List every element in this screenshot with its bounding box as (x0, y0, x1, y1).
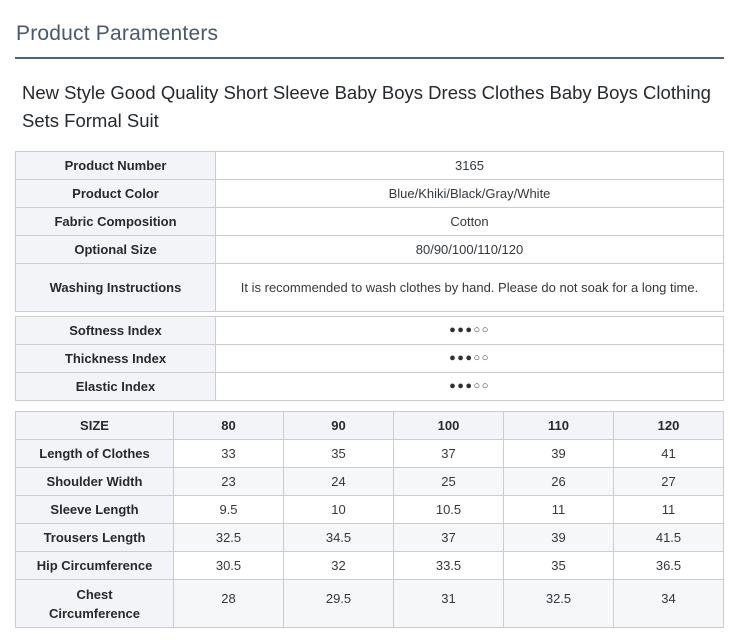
measure-value: 33.5 (393, 551, 504, 580)
param-value: It is recommended to wash clothes by han… (215, 263, 724, 312)
measure-value: 11 (613, 495, 724, 524)
measure-value: 36.5 (613, 551, 724, 580)
table-row: Chest Circumference 28 29.5 31 32.5 34 (15, 579, 724, 628)
measure-value: 34 (613, 579, 724, 628)
rating-dots: ●●●○○ (215, 372, 724, 401)
measure-value: 9.5 (173, 495, 284, 524)
index-table: Softness Index ●●●○○ Thickness Index ●●●… (15, 316, 724, 401)
measure-value: 35 (283, 439, 394, 468)
measure-value: 31 (393, 579, 504, 628)
measure-value: 26 (503, 467, 614, 496)
measure-value: 28 (173, 579, 284, 628)
measure-label: Trousers Length (15, 523, 174, 552)
measure-value: 32 (283, 551, 394, 580)
measure-label: Sleeve Length (15, 495, 174, 524)
param-value: Blue/Khiki/Black/Gray/White (215, 179, 724, 208)
product-title: New Style Good Quality Short Sleeve Baby… (22, 82, 711, 131)
table-row: Fabric Composition Cotton (15, 207, 724, 236)
param-label: Product Number (15, 151, 216, 180)
measure-label: Hip Circumference (15, 551, 174, 580)
measure-label: Chest Circumference (15, 579, 174, 628)
param-value: 3165 (215, 151, 724, 180)
param-value: 80/90/100/110/120 (215, 235, 724, 264)
index-label: Elastic Index (15, 372, 216, 401)
param-label: Optional Size (15, 235, 216, 264)
measure-value: 39 (503, 439, 614, 468)
measure-value: 37 (393, 523, 504, 552)
table-row: Sleeve Length 9.5 10 10.5 11 11 (15, 495, 724, 524)
size-table: SIZE 80 90 100 110 120 Length of Clothes… (15, 411, 724, 628)
rating-dots: ●●●○○ (215, 316, 724, 345)
table-row: Length of Clothes 33 35 37 39 41 (15, 439, 724, 468)
table-row: Elastic Index ●●●○○ (15, 372, 724, 401)
table-row: Shoulder Width 23 24 25 26 27 (15, 467, 724, 496)
size-header-cell: 100 (393, 411, 504, 440)
measure-value: 41 (613, 439, 724, 468)
measure-value: 10.5 (393, 495, 504, 524)
table-row: Hip Circumference 30.5 32 33.5 35 36.5 (15, 551, 724, 580)
measure-value: 41.5 (613, 523, 724, 552)
measure-value: 32.5 (503, 579, 614, 628)
measure-value: 37 (393, 439, 504, 468)
table-row: Product Color Blue/Khiki/Black/Gray/Whit… (15, 179, 724, 208)
param-label: Fabric Composition (15, 207, 216, 236)
measure-value: 29.5 (283, 579, 394, 628)
size-header-cell: 120 (613, 411, 724, 440)
measure-value: 35 (503, 551, 614, 580)
size-header-cell: 80 (173, 411, 284, 440)
measure-label-text: Chest Circumference (48, 586, 141, 621)
measure-value: 11 (503, 495, 614, 524)
measure-value: 10 (283, 495, 394, 524)
index-label: Softness Index (15, 316, 216, 345)
measure-label: Shoulder Width (15, 467, 174, 496)
rating-dots: ●●●○○ (215, 344, 724, 373)
size-header-cell: SIZE (15, 411, 174, 440)
size-header-cell: 110 (503, 411, 614, 440)
table-row: Softness Index ●●●○○ (15, 316, 724, 345)
measure-value: 30.5 (173, 551, 284, 580)
table-row: Washing Instructions It is recommended t… (15, 263, 724, 312)
table-row: Optional Size 80/90/100/110/120 (15, 235, 724, 264)
measure-value: 27 (613, 467, 724, 496)
measure-value: 25 (393, 467, 504, 496)
table-row: Product Number 3165 (15, 151, 724, 180)
index-label: Thickness Index (15, 344, 216, 373)
size-header-row: SIZE 80 90 100 110 120 (15, 411, 724, 440)
measure-value: 39 (503, 523, 614, 552)
measure-value: 24 (283, 467, 394, 496)
param-value: Cotton (215, 207, 724, 236)
table-row: Thickness Index ●●●○○ (15, 344, 724, 373)
table-row: Trousers Length 32.5 34.5 37 39 41.5 (15, 523, 724, 552)
param-label: Product Color (15, 179, 216, 208)
measure-value: 34.5 (283, 523, 394, 552)
measure-value: 33 (173, 439, 284, 468)
param-label: Washing Instructions (15, 263, 216, 312)
section-title: Product Paramenters (15, 14, 724, 59)
measure-value: 23 (173, 467, 284, 496)
measure-label: Length of Clothes (15, 439, 174, 468)
size-header-cell: 90 (283, 411, 394, 440)
measure-value: 32.5 (173, 523, 284, 552)
params-table: Product Number 3165 Product Color Blue/K… (15, 151, 724, 312)
